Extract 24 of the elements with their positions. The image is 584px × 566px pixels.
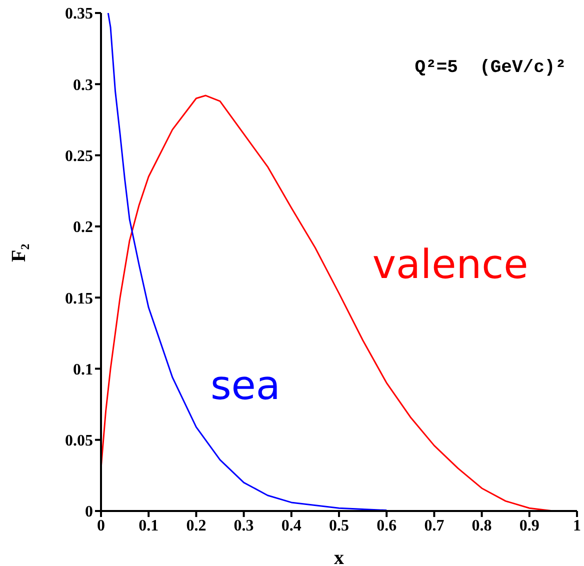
x-tick-label: 0.7 [424,517,444,534]
x-axis-title: x [334,547,344,566]
x-tick-label: 0.1 [138,517,159,534]
x-tick-label: 0 [97,517,105,534]
y-tick-label: 0.1 [73,361,93,378]
y-tick-label: 0.35 [65,6,93,23]
x-tick-label: 0.9 [519,517,540,534]
x-tick-label: 0.3 [234,517,254,534]
y-tick-label: 0 [85,504,93,521]
annotation: Q²=5 (GeV/c)² [414,58,566,78]
x-tick-label: 0.4 [281,517,302,534]
x-tick-label: 0.2 [186,517,206,534]
series-label: sea [210,363,280,410]
y-tick-label: 0.15 [65,290,93,308]
x-tick-label: 0.5 [329,517,349,534]
x-tick-label: 0.6 [376,517,397,534]
x-tick-label: 0.8 [472,517,492,534]
series-label: valence [372,242,528,288]
y-axis-title: F₂ [8,244,30,262]
y-tick-label: 0.2 [73,219,93,236]
y-tick-label: 0.05 [65,432,93,450]
y-tick-label: 0.25 [65,148,93,165]
y-tick-label: 0.3 [73,76,93,94]
x-tick-label: 1 [573,517,581,534]
